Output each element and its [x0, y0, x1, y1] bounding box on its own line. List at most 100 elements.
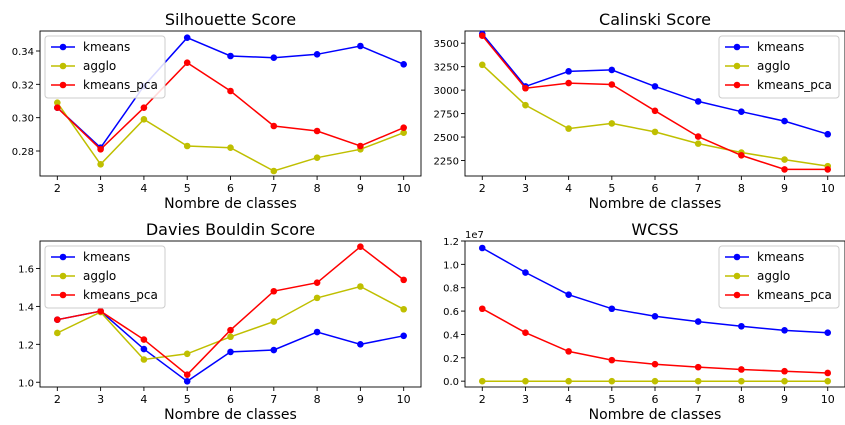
wcss-series-kmeans-pca-point: [694, 363, 702, 371]
silhouette-series-kmeans-point: [183, 34, 191, 41]
wcss-series-kmeans-pca-point: [522, 329, 529, 336]
davies-bouldin-series-agglo-point: [140, 356, 148, 363]
calinski-legend-entry-agglo-marker: [733, 62, 741, 70]
davies-bouldin-xlabel: Nombre de classes: [164, 407, 297, 421]
silhouette-series-kmeans-point: [357, 42, 364, 50]
wcss-xtick-label: 3: [522, 393, 529, 406]
calinski-series-kmeans-point: [608, 66, 616, 74]
silhouette-ytick-label: 0.32: [12, 80, 34, 91]
davies-bouldin-series-kmeans-pca-point: [140, 336, 148, 343]
davies-bouldin-series-agglo-point: [400, 305, 407, 313]
calinski-series-agglo-point: [565, 125, 572, 132]
calinski-xtick-label: 3: [522, 182, 529, 195]
wcss-series-kmeans-point: [478, 244, 486, 252]
calinski-xtick-label: 2: [479, 182, 486, 195]
wcss-ytick-label: 1.2: [443, 237, 459, 248]
calinski-legend-entry-kmeans: kmeans: [725, 40, 804, 54]
calinski-ytick-label: 3500: [434, 39, 459, 50]
davies-bouldin-series-kmeans-pca-point: [54, 316, 61, 323]
wcss-series-kmeans-point: [781, 327, 788, 334]
davies-bouldin-ytick-label: 1.4: [18, 302, 34, 313]
silhouette-series-agglo-point: [97, 161, 104, 168]
silhouette-legend-entry-kmeans-marker: [59, 43, 67, 51]
wcss-legend-entry-kmeans-marker: [733, 253, 741, 261]
davies-bouldin-xtick-label: 7: [270, 393, 277, 406]
silhouette-legend-entry-agglo-marker: [59, 62, 67, 70]
silhouette-legend-entry-kmeans-label: kmeans: [83, 40, 130, 54]
silhouette-xtick-label: 10: [397, 182, 411, 195]
wcss-series-kmeans-pca-point: [478, 305, 486, 313]
wcss-ytick-label: 0.0: [443, 377, 459, 388]
wcss-series-kmeans-point: [738, 322, 745, 330]
calinski-series-agglo-point: [608, 120, 616, 127]
silhouette-series-kmeans-pca: [54, 59, 407, 153]
silhouette-series-kmeans-pca-point: [270, 122, 278, 130]
davies-bouldin-series-kmeans-point: [270, 346, 278, 354]
silhouette-title: Silhouette Score: [165, 10, 296, 29]
wcss-series-agglo-point: [824, 377, 832, 385]
wcss-series-agglo-point: [565, 377, 572, 385]
wcss-series-kmeans-point: [824, 329, 832, 336]
wcss-series-kmeans-pca-point: [608, 356, 616, 364]
calinski-ytick-label: 2750: [434, 110, 459, 121]
davies-bouldin-series-agglo-point: [54, 329, 61, 337]
calinski-legend-entry-kmeans-pca: kmeans_pca: [725, 78, 832, 92]
davies-bouldin-ytick-label: 1.6: [18, 264, 34, 275]
silhouette-series-agglo-point: [227, 144, 234, 151]
wcss-xtick-label: 6: [652, 393, 659, 406]
wcss-legend-entry-kmeans-pca: kmeans_pca: [725, 288, 832, 302]
silhouette-legend-entry-kmeans-pca-marker: [59, 81, 67, 89]
calinski-legend-entry-kmeans-label: kmeans: [757, 40, 804, 54]
davies-bouldin-ytick-label: 1.0: [18, 378, 34, 389]
davies-bouldin-legend-entry-agglo-label: agglo: [83, 269, 116, 283]
wcss-legend-entry-kmeans-pca-marker: [733, 291, 741, 299]
davies-bouldin-xtick-label: 3: [97, 393, 104, 406]
wcss-series-kmeans-pca-point: [781, 367, 788, 375]
silhouette-series-kmeans-pca-point: [313, 127, 321, 135]
wcss-legend-entry-agglo-marker: [733, 272, 741, 280]
davies-bouldin-legend-entry-kmeans: kmeans: [51, 250, 130, 264]
silhouette-xtick-label: 9: [357, 182, 364, 195]
wcss-series-agglo-point: [651, 377, 659, 385]
silhouette-xlabel: Nombre de classes: [164, 196, 297, 212]
calinski-xlabel: Nombre de classes: [589, 196, 722, 212]
wcss-series-kmeans-pca-point: [565, 348, 572, 355]
calinski-xtick-label: 10: [821, 182, 835, 195]
wcss-xtick-label: 10: [821, 393, 835, 406]
calinski-legend-entry-kmeans-pca-marker: [733, 81, 741, 89]
davies-bouldin-legend-box: [44, 245, 166, 309]
davies-bouldin-series-agglo-point: [357, 283, 364, 290]
davies-bouldin-series-kmeans-point: [227, 348, 234, 356]
calinski-xtick-label: 6: [652, 182, 659, 195]
davies-bouldin-series-kmeans-pca: [54, 243, 407, 378]
calinski-series-agglo-point: [694, 140, 702, 147]
wcss-series-kmeans-pca-point: [651, 360, 659, 368]
silhouette-ytick-label: 0.34: [12, 47, 34, 58]
silhouette-xtick-label: 8: [314, 182, 321, 195]
wcss-series-kmeans-point: [608, 305, 616, 313]
davies-bouldin-title: Davies Bouldin Score: [146, 220, 315, 239]
wcss-xtick-label: 5: [608, 393, 615, 406]
wcss-xtick-label: 7: [695, 393, 702, 406]
davies-bouldin-series-kmeans-pca-point: [270, 287, 278, 295]
wcss-title: WCSS: [631, 220, 678, 239]
calinski-legend-entry-kmeans-pca-label: kmeans_pca: [757, 78, 832, 92]
silhouette-series-kmeans-pca-point: [183, 59, 191, 66]
davies-bouldin-series-kmeans-pca-point: [227, 326, 234, 334]
calinski-series-kmeans-pca-point: [565, 79, 572, 87]
davies-bouldin-legend-entry-kmeans-label: kmeans: [83, 250, 130, 264]
calinski-series-kmeans-point: [738, 108, 745, 116]
silhouette-legend-entry-agglo: agglo: [51, 59, 116, 73]
wcss-legend-entry-agglo-label: agglo: [757, 269, 790, 283]
wcss-series-kmeans-pca: [478, 305, 832, 377]
wcss-series-agglo: [478, 377, 832, 385]
calinski-series-kmeans-point: [694, 98, 702, 105]
silhouette-ytick-label: 0.30: [12, 114, 34, 125]
calinski-chart: Calinski Score 2 3 4 5 6 7 8 9 10 Nombre de classe…: [434, 10, 845, 212]
wcss-exponent-label: 1e7: [465, 230, 484, 241]
wcss-series-kmeans-point: [651, 313, 659, 320]
wcss-series-kmeans-point: [694, 318, 702, 325]
silhouette-series-kmeans-pca-point: [357, 142, 364, 150]
